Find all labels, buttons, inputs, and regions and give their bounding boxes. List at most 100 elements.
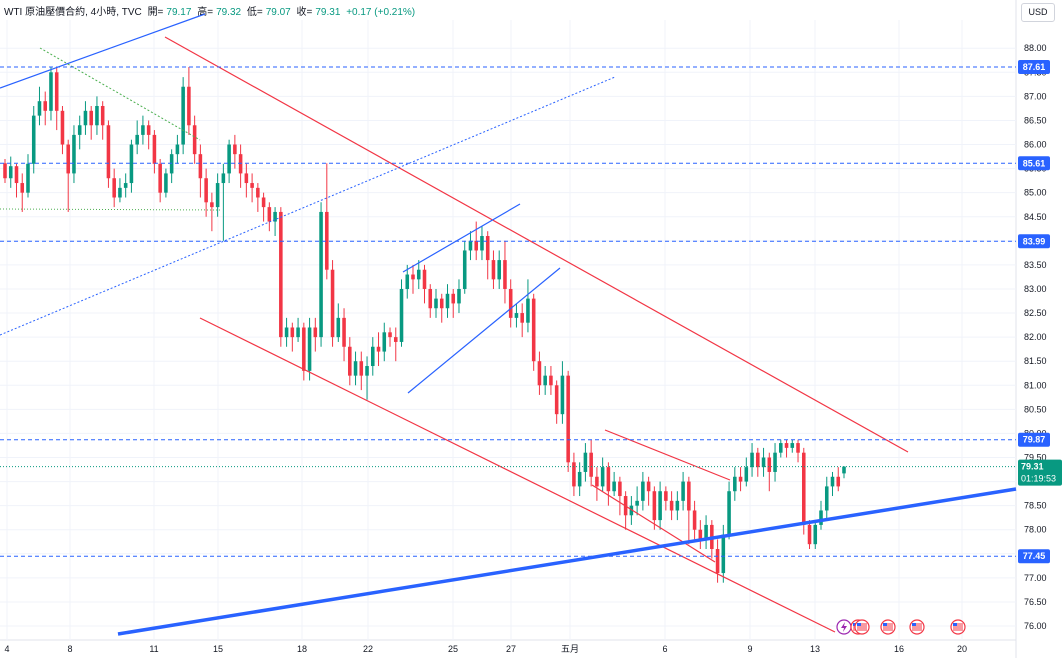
- candle-body: [83, 110, 88, 126]
- candle-body: [577, 471, 582, 487]
- candle-body: [514, 313, 519, 318]
- level-price-label: 85.61: [1023, 158, 1046, 168]
- candle-body: [307, 327, 312, 371]
- candle-body: [135, 134, 139, 145]
- candle-body: [146, 125, 151, 135]
- level-price-tag: [1018, 156, 1050, 171]
- candle-body: [118, 187, 122, 198]
- candle-body: [836, 476, 841, 487]
- candle-body: [727, 491, 731, 535]
- candle-body: [462, 250, 467, 289]
- candle-body: [790, 443, 795, 448]
- candle-body: [54, 72, 59, 111]
- candle-body: [439, 298, 444, 309]
- lightning-glyph: [841, 622, 847, 632]
- flag-canton: [912, 623, 916, 626]
- high-value: 79.32: [216, 7, 242, 18]
- candle-body: [474, 240, 479, 251]
- last-price-label: 79.31: [1021, 462, 1044, 472]
- y-tick-label: 83.50: [1024, 260, 1047, 270]
- wedge-lower-red: [591, 484, 716, 563]
- y-tick-label: 80.50: [1024, 404, 1047, 414]
- us-flag-icon: [854, 619, 870, 635]
- candle-body: [612, 481, 616, 492]
- candle-body: [508, 288, 513, 318]
- candle-body: [445, 293, 450, 309]
- x-tick-label: 4: [4, 644, 9, 654]
- candle-body: [692, 510, 697, 530]
- candle-body: [738, 476, 743, 482]
- candle-body: [359, 361, 364, 376]
- us-flag-icon: [950, 619, 966, 635]
- candle-body: [376, 346, 381, 352]
- candle-body: [233, 144, 237, 155]
- candle-body: [428, 288, 433, 309]
- candle-body: [629, 505, 634, 516]
- candle-body: [77, 125, 82, 135]
- x-tick-label: 20: [957, 644, 967, 654]
- candle-body: [687, 481, 691, 511]
- candle-body: [112, 178, 116, 198]
- x-tick-label: 五月: [561, 644, 579, 654]
- candle-body: [399, 288, 404, 342]
- candle-body: [704, 524, 708, 540]
- candle-body: [261, 197, 266, 208]
- candle-body: [141, 125, 145, 135]
- candle-body: [595, 476, 599, 487]
- y-tick-label: 81.50: [1024, 356, 1047, 366]
- low-value: 79.07: [265, 7, 291, 18]
- candle-body: [181, 86, 185, 145]
- candle-body: [49, 72, 53, 111]
- y-tick-label: 78.00: [1024, 525, 1047, 535]
- candle-body: [773, 452, 777, 472]
- level-price-tag: [1018, 549, 1050, 564]
- candle-body: [100, 106, 105, 126]
- candle-body: [491, 260, 496, 280]
- candle-body: [273, 211, 277, 222]
- x-tick-label: 13: [810, 644, 820, 654]
- candle-body: [8, 166, 13, 179]
- candle-body: [26, 163, 30, 193]
- close-label: 收=: [296, 7, 313, 18]
- candle-body: [227, 144, 231, 174]
- candle-body: [756, 452, 760, 468]
- currency-button[interactable]: USD: [1021, 3, 1055, 22]
- candle-body: [422, 269, 427, 289]
- us-flag-icon: [880, 619, 896, 635]
- level-price-tag: [1018, 60, 1050, 75]
- candle-body: [652, 491, 657, 521]
- y-tick-label: 82.00: [1024, 332, 1047, 342]
- open-value: 79.17: [166, 7, 192, 18]
- candle-body: [416, 269, 421, 280]
- candle-body: [319, 211, 323, 338]
- candle-body: [95, 106, 99, 126]
- level-price-label: 77.45: [1023, 551, 1046, 561]
- x-tick-label: 11: [149, 644, 158, 654]
- candle-body: [641, 481, 645, 501]
- candle-body: [819, 510, 823, 525]
- candle-body: [296, 327, 300, 338]
- candle-body: [750, 452, 754, 468]
- candle-body: [192, 125, 197, 155]
- x-tick-label: 18: [297, 644, 307, 654]
- low-label: 低=: [246, 7, 263, 18]
- candle-body: [715, 548, 720, 574]
- candle-body: [664, 491, 668, 501]
- candle-body: [31, 115, 36, 164]
- candle-body: [520, 313, 524, 323]
- trendline-blue-dotted: [0, 76, 616, 336]
- candle-body: [813, 524, 818, 545]
- candle-body: [313, 327, 318, 338]
- candle-body: [830, 476, 835, 487]
- candle-body: [583, 452, 588, 472]
- candle-body: [733, 476, 737, 492]
- candle-body: [531, 298, 536, 362]
- candle-body: [152, 134, 157, 164]
- candle-body: [434, 298, 438, 309]
- flag-canton: [953, 623, 957, 626]
- candle-body: [801, 452, 806, 525]
- candle-body: [60, 110, 65, 145]
- candle-body: [784, 443, 789, 448]
- candle-body: [221, 173, 226, 184]
